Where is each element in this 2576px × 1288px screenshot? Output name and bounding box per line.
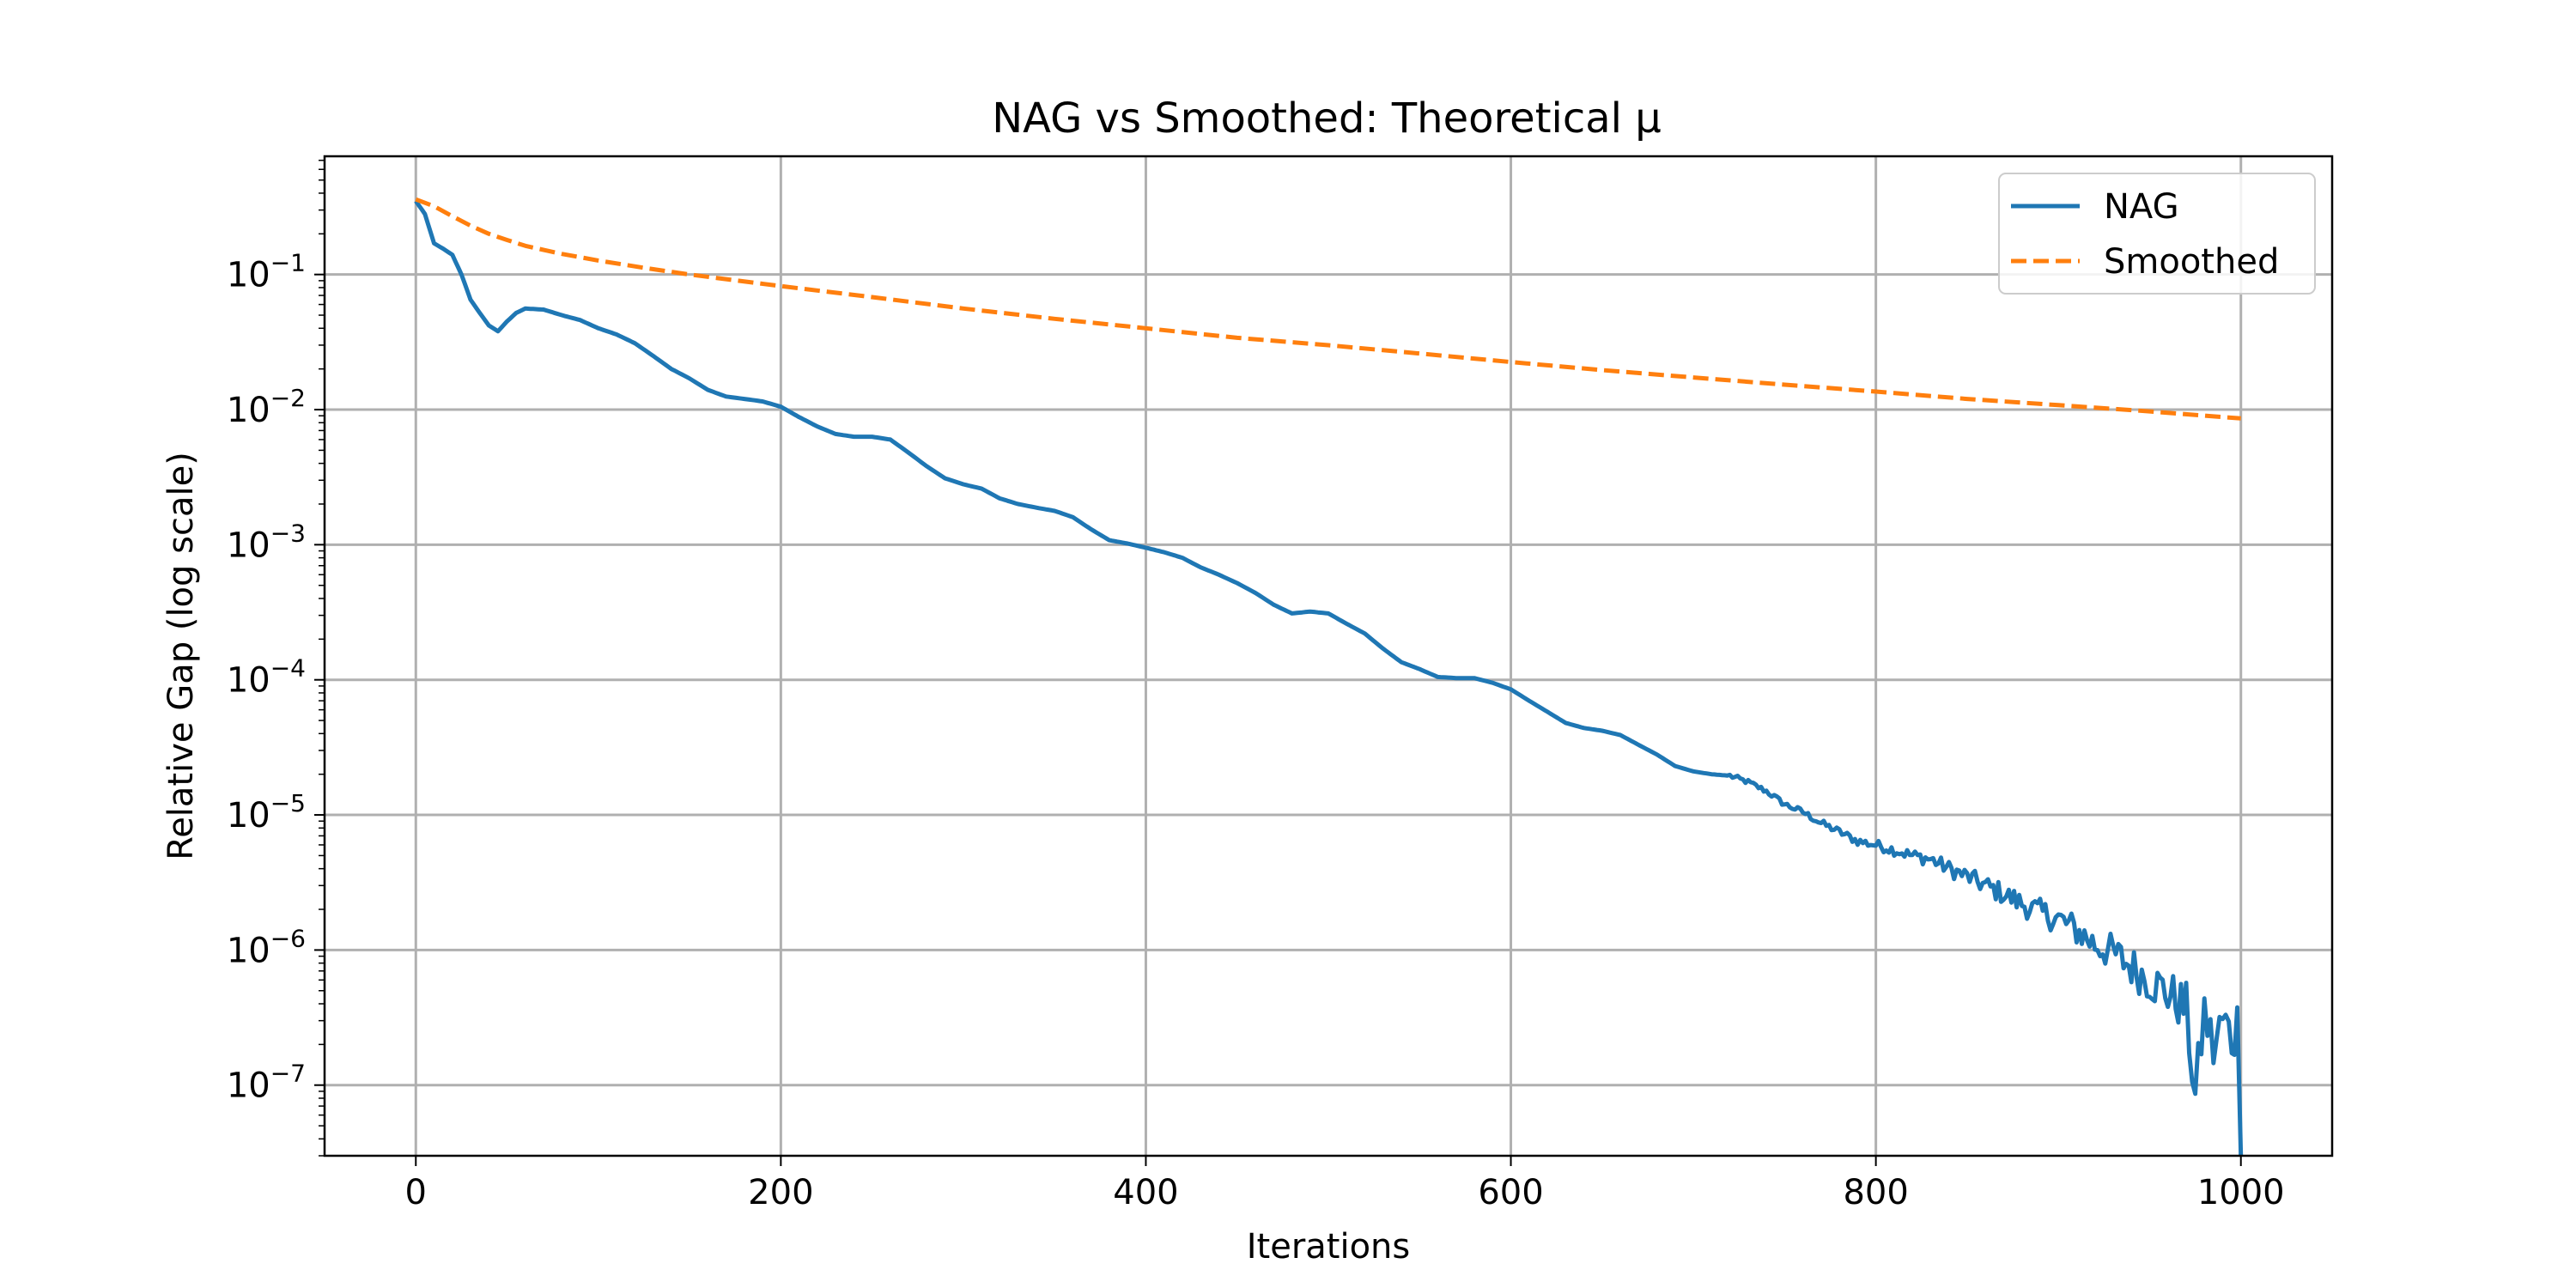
x-tick-label: 400 xyxy=(1113,1173,1178,1212)
y-tick-label: 10−4 xyxy=(227,654,306,701)
y-tick-label: 10−7 xyxy=(227,1060,306,1106)
legend-box xyxy=(1998,173,2316,295)
x-tick-label: 1000 xyxy=(2197,1173,2285,1212)
x-tick-label: 200 xyxy=(748,1173,813,1212)
grid xyxy=(325,156,2332,1156)
x-axis-label: Iterations xyxy=(1247,1227,1411,1267)
x-axis: 0 200 400 600 800 1000 xyxy=(405,1156,2285,1212)
x-tick-label: 600 xyxy=(1478,1173,1543,1212)
y-axis-label: Relative Gap (log scale) xyxy=(161,452,201,860)
chart-title: NAG vs Smoothed: Theoretical μ xyxy=(992,94,1662,143)
series-line-nag xyxy=(414,199,2244,1157)
y-tick-label: 10−2 xyxy=(227,384,306,430)
legend: NAG Smoothed xyxy=(1998,173,2316,295)
x-tick-label: 0 xyxy=(405,1173,427,1212)
legend-label-nag: NAG xyxy=(2104,187,2179,227)
series-line-smoothed xyxy=(415,197,2241,421)
axes-frame xyxy=(323,155,2334,1157)
y-tick-label: 10−6 xyxy=(227,924,306,970)
y-tick-label: 10−5 xyxy=(227,789,306,835)
y-axis: 10−7 10−6 10−5 10−4 10−3 10−2 10−1 xyxy=(227,159,325,1157)
y-tick-label: 10−3 xyxy=(227,519,306,565)
x-tick-label: 800 xyxy=(1843,1173,1908,1212)
y-tick-label: 10−1 xyxy=(227,249,306,295)
legend-label-smoothed: Smoothed xyxy=(2104,242,2279,282)
plot-area xyxy=(414,197,2244,1157)
